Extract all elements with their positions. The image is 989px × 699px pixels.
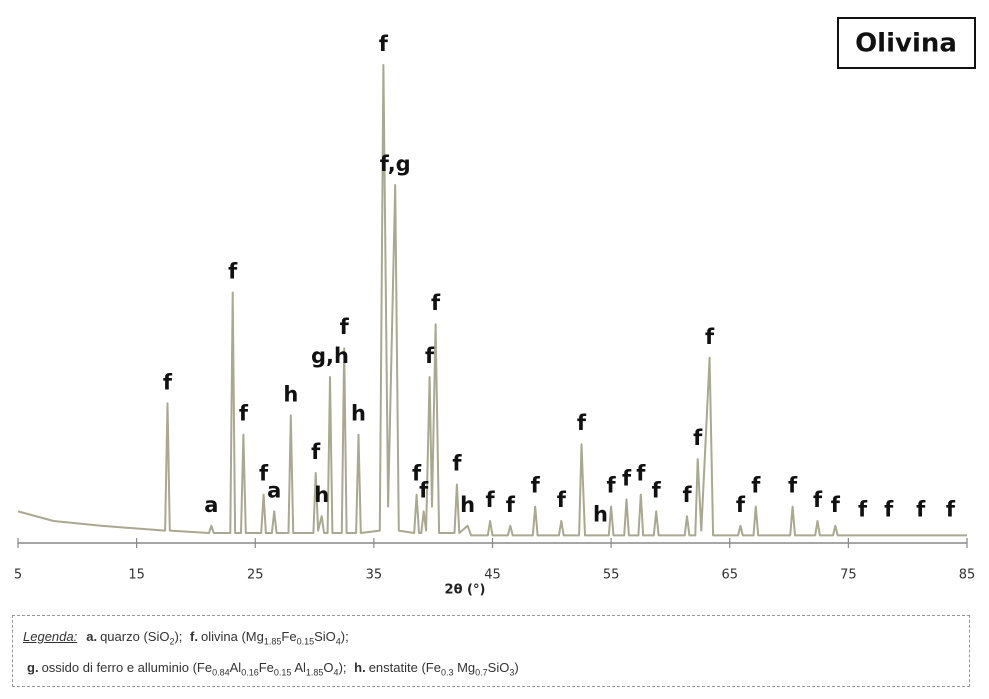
x-tick-label: 75	[840, 568, 857, 583]
x-tick-label: 55	[603, 568, 620, 583]
peak-label: f	[557, 488, 567, 512]
peak-label: h	[460, 493, 475, 517]
legend-subscript: 0.84	[212, 667, 230, 678]
peak-label: f	[431, 291, 441, 315]
x-tick-label: 45	[484, 568, 501, 583]
legend-text: enstatite (Fe	[368, 659, 441, 675]
legend-subscript: 0.3	[440, 667, 454, 678]
x-tick-label: 35	[366, 568, 383, 583]
chart-title: Olivina	[855, 29, 957, 59]
peak-label: f	[705, 325, 715, 349]
legend-text: );	[338, 659, 347, 675]
x-tick-label: 15	[128, 568, 145, 583]
peak-label: f	[452, 452, 462, 476]
peak-label: f	[607, 474, 617, 498]
peak-label: f	[531, 474, 541, 498]
peak-label: f	[622, 466, 632, 490]
legend-title: Legenda:	[23, 629, 78, 644]
peak-label: f	[311, 440, 321, 464]
peak-label: f	[577, 411, 587, 435]
peak-label: f	[858, 498, 868, 522]
legend-text: quarzo (SiO	[100, 629, 170, 644]
peak-label: h	[593, 502, 608, 526]
peak-label: h	[314, 483, 329, 507]
peak-label: f	[239, 402, 249, 426]
legend-subscript: 0.15	[296, 636, 315, 647]
peak-label: f	[946, 498, 956, 522]
peak-label: f	[228, 260, 238, 284]
peak-label: f	[259, 462, 269, 486]
x-tick-label: 5	[14, 568, 22, 583]
title-box	[837, 17, 976, 69]
peak-label: f	[425, 344, 435, 368]
peak-label: f	[340, 315, 350, 339]
peak-label: f	[788, 474, 798, 498]
x-tick-label: 65	[721, 568, 738, 583]
legend: Legenda: a. quarzo (SiO2); f. olivina (Mg1.…	[12, 615, 970, 687]
x-axis-label: 2θ (°)	[445, 583, 486, 598]
legend-key: g.	[27, 659, 39, 675]
peak-label: f	[831, 493, 841, 517]
peak-label: a	[204, 493, 218, 517]
peak-label: f	[813, 488, 823, 512]
legend-line: Legenda: a. quarzo (SiO2); f. olivina (Mg1.…	[23, 624, 959, 655]
x-tick-label: 25	[247, 568, 264, 583]
peak-label: f	[412, 462, 422, 486]
legend-subscript: 1.85	[263, 636, 282, 647]
peak-label: f	[682, 483, 692, 507]
peak-label: h	[351, 402, 366, 426]
legend-text: Fe	[258, 659, 274, 675]
legend-subscript: 0.7	[475, 667, 488, 678]
legend-text: SiO	[314, 629, 336, 644]
legend-text: );	[174, 629, 183, 644]
legend-key: f.	[190, 629, 198, 644]
legend-text: O	[323, 659, 334, 675]
legend-subscript: 0.15	[273, 667, 292, 678]
legend-text: Fe	[281, 629, 297, 644]
legend-line: g. ossido di ferro e alluminio (Fe0.84Al0…	[23, 655, 959, 686]
peak-label: f	[652, 478, 662, 502]
legend-text: Mg	[453, 659, 476, 675]
peak-label: f	[636, 462, 646, 486]
peak-label: a	[267, 478, 281, 502]
peak-label: f	[419, 478, 429, 502]
peak-label: f	[506, 493, 516, 517]
chart: Olivina 2θ (°) 5 15 25 35 45 55 65 75 85fafffahf…	[14, 17, 976, 598]
peak-label: f	[486, 488, 496, 512]
pattern-line	[17, 64, 967, 537]
peak-label: f	[736, 493, 746, 517]
peak-label: f,g	[380, 152, 411, 176]
legend-text: );	[340, 629, 349, 644]
legend-subscript: 4	[333, 667, 339, 678]
peak-label: f	[751, 474, 761, 498]
legend-subscript: 3	[509, 667, 515, 678]
legend-text: SiO	[487, 659, 510, 675]
legend-key: a.	[86, 629, 98, 644]
x-tick-label: 85	[959, 568, 976, 583]
peak-label: f	[693, 426, 703, 450]
peak-label: h	[283, 382, 298, 406]
legend-subscript: 2	[169, 636, 175, 647]
legend-subscript: 4	[335, 636, 341, 647]
peak-label: f	[379, 32, 389, 56]
legend-key: h.	[354, 659, 366, 675]
legend-text: )	[514, 659, 519, 675]
legend-subscript: 1.85	[305, 667, 324, 678]
peak-label: g,h	[311, 344, 349, 368]
legend-subscript: 0.16	[241, 667, 259, 678]
peak-label: f	[884, 498, 894, 522]
legend-text: ossido di ferro e alluminio (Fe	[41, 659, 213, 675]
legend-text: olivina (Mg	[201, 629, 264, 644]
legend-text: Al	[291, 659, 306, 675]
peak-label: f	[163, 370, 173, 394]
peak-label: f	[916, 498, 926, 522]
legend-text: Al	[229, 659, 242, 675]
